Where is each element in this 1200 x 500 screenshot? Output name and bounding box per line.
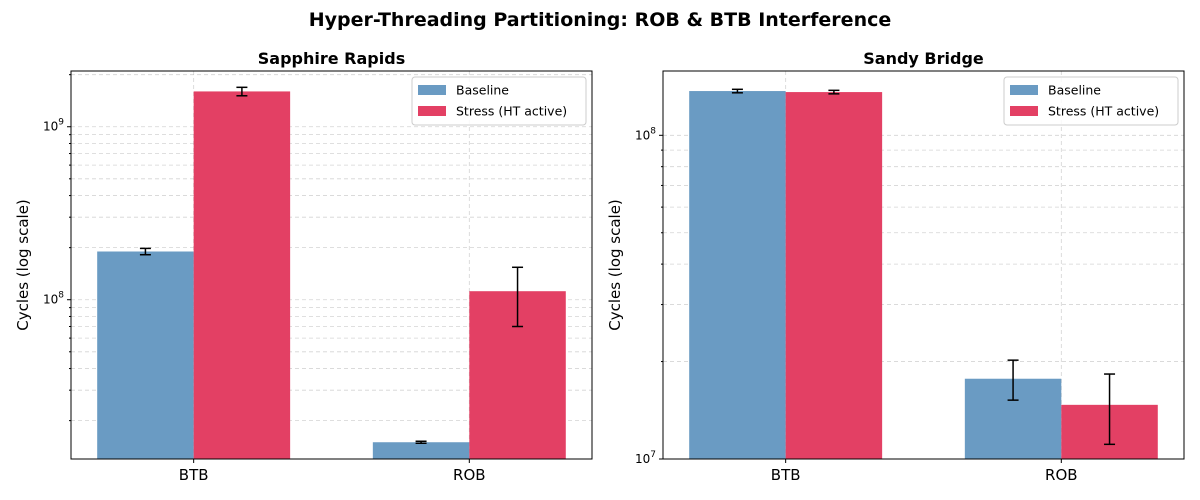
legend-swatch (418, 106, 446, 116)
y-axis-label: Cycles (log scale) (606, 199, 624, 331)
error-bar (731, 88, 743, 94)
y-tick-label: 108 (43, 291, 64, 307)
error-bar (236, 86, 248, 97)
legend-label: Baseline (1048, 83, 1101, 98)
error-bar (1007, 359, 1019, 401)
series-stress (785, 92, 1158, 460)
legend-swatch (1010, 85, 1038, 95)
y-ticks: 108 109 (43, 74, 71, 422)
legend-item: Stress (HT active) (1010, 104, 1159, 119)
y-axis-label: Cycles (log scale) (14, 199, 32, 331)
bar (193, 91, 291, 460)
error-bars-stress (828, 89, 1116, 446)
chart-panel-1: 108 109 BTB ROB Sapphire Rapids Cycles (log s… (14, 49, 593, 484)
chart-panel-2: 107 108 BTB ROB Sandy Bridge Cycles (log scal… (606, 49, 1185, 484)
legend-box (1003, 76, 1179, 126)
series-baseline (97, 251, 470, 459)
x-ticks: BTB ROB (179, 459, 486, 484)
error-bars-baseline (731, 88, 1019, 401)
y-tick-label: 109 (43, 118, 64, 134)
legend-swatch (1010, 106, 1038, 116)
legend-label: Stress (HT active) (1048, 104, 1159, 119)
axes-frame (662, 70, 1185, 460)
error-bar (139, 247, 151, 256)
legend-label: Stress (HT active) (456, 104, 567, 119)
error-bars-baseline (139, 247, 427, 444)
bar (372, 442, 470, 459)
error-bar (415, 440, 427, 444)
y-tick-label: 108 (635, 126, 656, 142)
legend: Baseline Stress (HT active) (1003, 76, 1179, 126)
x-tick-label: ROB (1045, 466, 1078, 484)
error-bar (1104, 373, 1116, 446)
legend: Baseline Stress (HT active) (411, 76, 587, 126)
bar (97, 251, 194, 459)
x-ticks: BTB ROB (771, 459, 1078, 484)
bar (785, 92, 883, 460)
x-tick-label: BTB (771, 466, 801, 484)
error-bar (828, 89, 840, 95)
axes-frame (70, 70, 593, 460)
error-bars-stress (236, 86, 524, 328)
y-ticks: 107 108 (635, 126, 663, 466)
panel-title: Sandy Bridge (863, 49, 984, 68)
legend-item: Stress (HT active) (418, 104, 567, 119)
legend-box (411, 76, 587, 126)
x-tick-label: BTB (179, 466, 209, 484)
panel-title: Sapphire Rapids (258, 49, 405, 68)
legend-swatch (418, 85, 446, 95)
legend-item: Baseline (418, 83, 509, 98)
x-tick-label: ROB (453, 466, 486, 484)
y-tick-label: 107 (635, 450, 656, 466)
bar (689, 91, 786, 459)
legend-label: Baseline (456, 83, 509, 98)
error-bar (512, 266, 524, 328)
chart-panels: 108 109 BTB ROB Sapphire Rapids Cycles (log s… (14, 49, 1185, 484)
series-baseline (689, 91, 1062, 459)
figure-title: Hyper-Threading Partitioning: ROB & BTB … (309, 9, 892, 31)
legend-item: Baseline (1010, 83, 1101, 98)
series-stress (193, 91, 566, 460)
